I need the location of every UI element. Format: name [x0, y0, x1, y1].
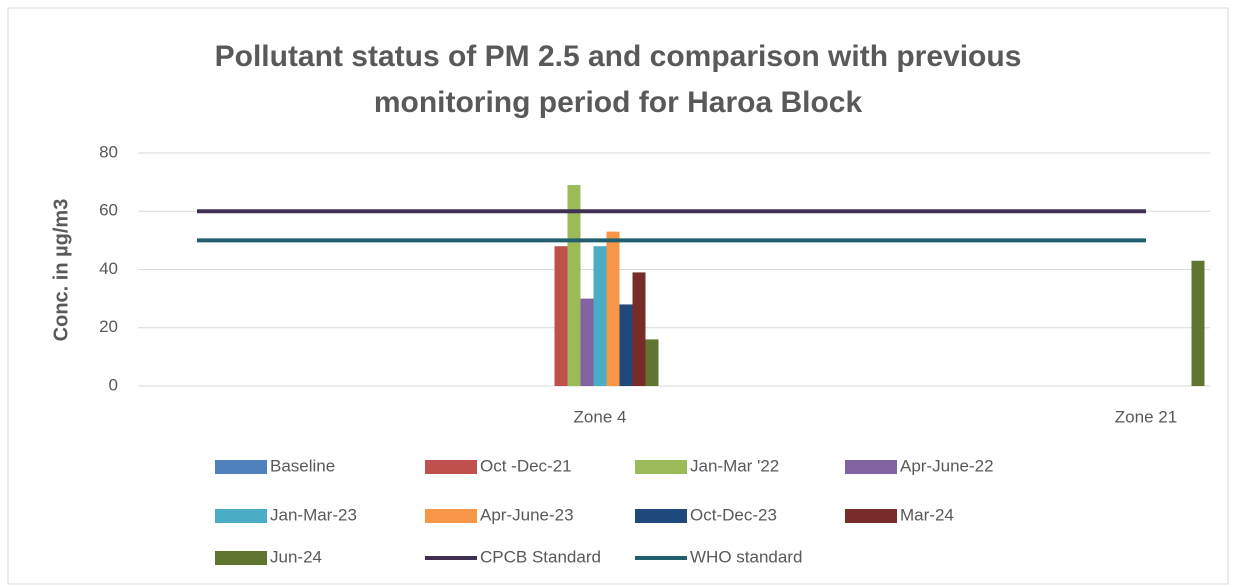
legend-swatch	[635, 460, 687, 474]
legend-label: Baseline	[270, 456, 335, 475]
legend-swatch	[425, 509, 477, 523]
y-tick-label: 20	[99, 317, 118, 336]
legend-swatch	[425, 460, 477, 474]
y-tick-label: 60	[99, 201, 118, 220]
legend-label: WHO standard	[690, 547, 802, 566]
legend-label: CPCB Standard	[480, 547, 601, 566]
legend-swatch	[635, 509, 687, 523]
y-axis-label: Conc. in µg/m3	[50, 199, 72, 342]
legend-swatch	[215, 551, 267, 565]
legend-label: Jan-Mar-23	[270, 505, 357, 524]
y-tick-label: 80	[99, 142, 118, 161]
legend-label: Jun-24	[270, 547, 322, 566]
bar	[593, 246, 607, 386]
legend-label: Mar-24	[900, 505, 954, 524]
chart-title: Pollutant status of PM 2.5 and compariso…	[214, 40, 1022, 119]
y-tick-label: 0	[109, 375, 118, 394]
bar	[567, 185, 581, 386]
bar	[632, 272, 646, 386]
legend-label: Apr-June-22	[900, 456, 994, 475]
legend-swatch	[215, 509, 267, 523]
y-tick-label: 40	[99, 259, 118, 278]
legend-label: Apr-June-23	[480, 505, 574, 524]
bar	[554, 246, 568, 386]
bar	[619, 304, 633, 386]
legend-label: Jan-Mar '22	[690, 456, 779, 475]
x-tick-label: Zone 21	[1115, 407, 1177, 426]
bar	[645, 339, 659, 386]
legend-swatch	[845, 509, 897, 523]
bar	[606, 231, 620, 386]
bar	[1191, 260, 1205, 386]
x-tick-label: Zone 4	[574, 407, 627, 426]
legend-label: Oct -Dec-21	[480, 456, 572, 475]
legend-swatch	[215, 460, 267, 474]
bar	[580, 298, 594, 386]
legend-swatch	[845, 460, 897, 474]
legend-label: Oct-Dec-23	[690, 505, 777, 524]
